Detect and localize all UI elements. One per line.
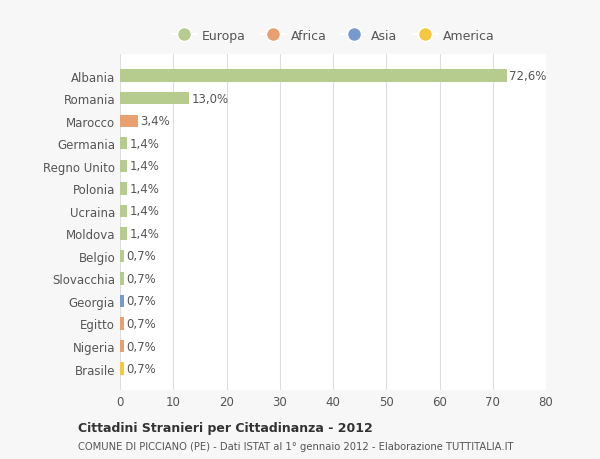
Text: 0,7%: 0,7% (126, 340, 155, 353)
Bar (120, 363, 124, 375)
Bar (120, 115, 138, 128)
Text: 1,4%: 1,4% (130, 227, 160, 241)
Bar (120, 228, 127, 240)
Text: COMUNE DI PICCIANO (PE) - Dati ISTAT al 1° gennaio 2012 - Elaborazione TUTTITALI: COMUNE DI PICCIANO (PE) - Dati ISTAT al … (78, 441, 514, 451)
Bar (120, 93, 189, 105)
Bar (120, 160, 127, 173)
Bar (120, 273, 124, 285)
Text: 0,7%: 0,7% (126, 250, 155, 263)
Bar (120, 340, 124, 353)
Bar (120, 295, 124, 308)
Text: 13,0%: 13,0% (191, 92, 229, 106)
Bar (120, 138, 127, 150)
Bar (120, 183, 127, 195)
Bar (120, 250, 124, 263)
Text: Cittadini Stranieri per Cittadinanza - 2012: Cittadini Stranieri per Cittadinanza - 2… (78, 421, 373, 434)
Legend: Europa, Africa, Asia, America: Europa, Africa, Asia, America (167, 24, 499, 47)
Text: 0,7%: 0,7% (126, 317, 155, 330)
Text: 72,6%: 72,6% (509, 70, 546, 83)
Text: 0,7%: 0,7% (126, 362, 155, 375)
Bar (120, 205, 127, 218)
Text: 0,7%: 0,7% (126, 295, 155, 308)
Bar (120, 70, 506, 83)
Text: 1,4%: 1,4% (130, 137, 160, 151)
Text: 1,4%: 1,4% (130, 205, 160, 218)
Text: 3,4%: 3,4% (140, 115, 170, 128)
Text: 1,4%: 1,4% (130, 160, 160, 173)
Bar (120, 318, 124, 330)
Text: 0,7%: 0,7% (126, 272, 155, 285)
Text: 1,4%: 1,4% (130, 182, 160, 196)
